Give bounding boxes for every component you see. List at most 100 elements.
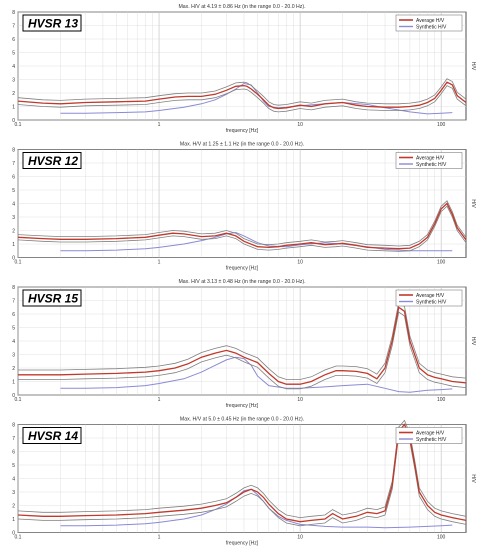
y-tick-label: 6 (12, 37, 15, 43)
y-tick-label: 5 (12, 50, 15, 56)
x-tick-label: 0.1 (15, 122, 22, 128)
y-tick-label: 0 (12, 118, 15, 124)
y-axis-label: H/V (470, 474, 476, 483)
chart-title: Max. H/V at 3.13 ± 0.48 Hz (in the range… (178, 279, 305, 285)
x-tick-label: 0.1 (15, 397, 22, 403)
hv-lower-std-line (18, 311, 467, 390)
y-tick-label: 2 (12, 503, 15, 509)
x-tick-label: 10 (297, 260, 303, 266)
hv-upper-std-line (17, 419, 467, 519)
station-label-box (22, 14, 82, 32)
y-tick-label: 8 (12, 147, 15, 153)
x-tick-label: 100 (437, 535, 446, 541)
station-label: HVSR 13 (28, 17, 78, 31)
y-tick-label: 1 (12, 379, 15, 385)
y-tick-label: 2 (12, 366, 15, 372)
x-axis-label: frequency [Hz] (226, 403, 259, 409)
y-tick-label: 7 (12, 436, 15, 442)
y-tick-label: 0 (12, 255, 15, 261)
legend-label-average: Average H/V (416, 430, 445, 436)
average-hv-line (18, 306, 467, 385)
y-tick-label: 6 (12, 312, 15, 318)
y-tick-label: 7 (12, 298, 15, 304)
station-label-box (22, 427, 82, 444)
x-tick-label: 100 (437, 122, 446, 128)
hvsr-panel: Max. H/V at 3.13 ± 0.48 Hz (in the range… (12, 279, 476, 409)
x-tick-label: 0.1 (15, 535, 22, 541)
y-tick-label: 3 (12, 352, 15, 358)
x-tick-label: 1 (158, 535, 161, 541)
legend-label-synthetic: Synthetic H/V (416, 24, 447, 30)
y-tick-label: 5 (12, 463, 15, 469)
x-tick-label: 1 (158, 122, 161, 128)
y-tick-label: 1 (12, 104, 15, 110)
x-axis-label: frequency [Hz] (226, 541, 259, 547)
hv-upper-std-line (18, 301, 467, 380)
hvsr-panel: Max. H/V at 5.0 ± 0.45 Hz (in the range … (12, 417, 476, 547)
hv-lower-std-line (17, 85, 467, 113)
y-tick-label: 3 (12, 77, 15, 83)
legend-label-average: Average H/V (416, 155, 445, 161)
average-hv-line (17, 423, 467, 523)
y-tick-label: 8 (12, 422, 15, 428)
synthetic-hv-line (60, 231, 453, 252)
y-tick-label: 0 (12, 530, 15, 536)
x-axis-label: frequency [Hz] (226, 266, 259, 272)
legend-label-synthetic: Synthetic H/V (416, 437, 447, 443)
y-axis-label: H/V (470, 337, 476, 346)
x-tick-label: 1 (158, 397, 161, 403)
y-tick-label: 1 (12, 517, 15, 523)
x-tick-label: 100 (437, 397, 446, 403)
average-hv-line (17, 81, 467, 110)
y-tick-label: 8 (12, 10, 15, 16)
y-tick-label: 0 (12, 393, 15, 399)
x-tick-label: 10 (297, 535, 303, 541)
legend-label-synthetic: Synthetic H/V (416, 299, 447, 305)
hv-lower-std-line (17, 427, 467, 527)
y-tick-label: 8 (12, 285, 15, 291)
legend-label-synthetic: Synthetic H/V (416, 162, 447, 168)
x-axis-label: frequency [Hz] (226, 128, 259, 134)
y-axis-label: H/V (470, 199, 476, 208)
y-tick-label: 7 (12, 161, 15, 167)
y-tick-label: 4 (12, 339, 15, 345)
y-tick-label: 2 (12, 91, 15, 97)
x-tick-label: 10 (297, 122, 303, 128)
synthetic-hv-line (60, 488, 453, 529)
station-label: HVSR 15 (28, 292, 78, 306)
y-tick-label: 6 (12, 449, 15, 455)
station-label: HVSR 14 (28, 429, 78, 443)
chart-title: Max. H/V at 4.19 ± 0.86 Hz (in the range… (178, 4, 305, 10)
y-axis-label: H/V (470, 62, 476, 71)
y-tick-label: 3 (12, 490, 15, 496)
y-tick-label: 5 (12, 188, 15, 194)
y-tick-label: 4 (12, 64, 15, 70)
station-label-box (22, 152, 82, 169)
hvsr-panel: Max. H/V at 4.19 ± 0.86 Hz (in the range… (12, 4, 476, 134)
y-tick-label: 1 (12, 242, 15, 248)
x-tick-label: 1 (158, 260, 161, 266)
y-tick-label: 2 (12, 228, 15, 234)
chart-title: Max. H/V at 5.0 ± 0.45 Hz (in the range … (180, 417, 304, 423)
x-tick-label: 0.1 (15, 260, 22, 266)
y-tick-label: 5 (12, 325, 15, 331)
y-tick-label: 4 (12, 201, 15, 207)
x-tick-label: 100 (437, 260, 446, 266)
hv-lower-std-line (17, 205, 467, 252)
hvsr-panel: Max. H/V at 1.25 ± 1.1 Hz (in the range … (12, 142, 476, 272)
synthetic-hv-line (60, 356, 453, 393)
y-tick-label: 3 (12, 215, 15, 221)
legend-label-average: Average H/V (416, 18, 445, 24)
hv-upper-std-line (17, 200, 467, 247)
chart-title: Max. H/V at 1.25 ± 1.1 Hz (in the range … (180, 142, 304, 148)
y-tick-label: 7 (12, 23, 15, 29)
average-hv-line (17, 202, 467, 250)
y-tick-label: 4 (12, 476, 15, 482)
hv-upper-std-line (17, 78, 467, 106)
y-tick-label: 6 (12, 174, 15, 180)
station-label: HVSR 12 (28, 154, 78, 168)
station-label-box (22, 289, 82, 307)
x-tick-label: 10 (297, 397, 303, 403)
